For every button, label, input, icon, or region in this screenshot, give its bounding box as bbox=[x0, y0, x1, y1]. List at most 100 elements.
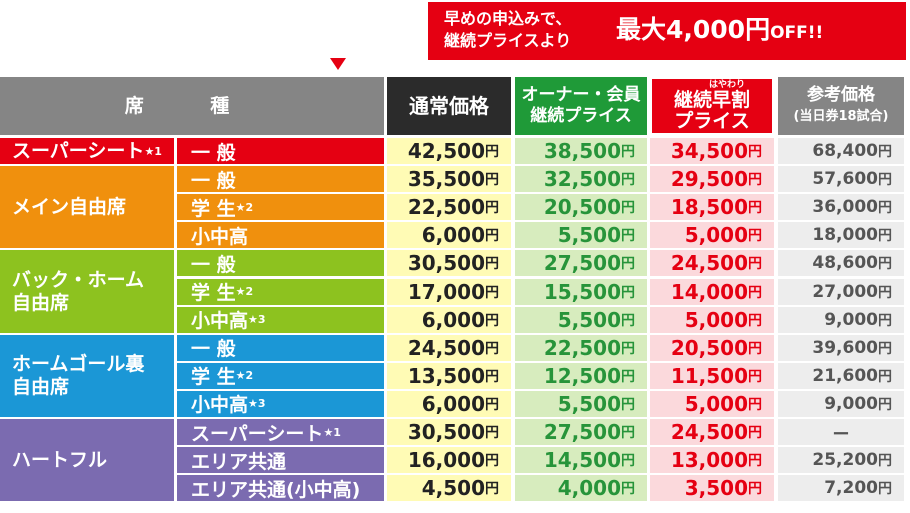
seat-subtype: 一 般 bbox=[177, 166, 384, 193]
price-value: ー bbox=[832, 424, 850, 445]
yen-unit: 円 bbox=[878, 481, 892, 498]
yen-unit: 円 bbox=[621, 256, 635, 273]
promo-banner-pointer bbox=[330, 58, 346, 70]
yen-unit: 円 bbox=[748, 340, 762, 357]
promo-banner-text: 早めの申込みで、 継続プライスより bbox=[444, 8, 571, 52]
price-early: 3,500 円 bbox=[650, 475, 774, 502]
seat-subtype: 一 般 bbox=[177, 334, 384, 361]
price-value: 36,000 bbox=[812, 197, 878, 218]
price-member: 27,500 円 bbox=[515, 250, 647, 277]
price-value: 17,000 bbox=[407, 279, 485, 304]
price-value: 27,500 bbox=[543, 251, 621, 276]
price-reference: 25,200 円 bbox=[778, 447, 904, 474]
price-value: 11,500 bbox=[670, 363, 748, 388]
note-mark: ★3 bbox=[248, 313, 266, 327]
seat-subtype-label: エリア共通 bbox=[191, 450, 287, 473]
price-reference: 68,400 円 bbox=[778, 138, 904, 165]
price-value: 30,500 bbox=[407, 420, 485, 445]
price-regular: 30,500 円 bbox=[387, 250, 511, 277]
header-seat-type: 席 種 bbox=[0, 77, 384, 135]
yen-unit: 円 bbox=[748, 284, 762, 301]
price-reference: ー bbox=[778, 419, 904, 446]
yen-unit: 円 bbox=[748, 453, 762, 470]
header-regular-price: 通常価格 bbox=[387, 77, 511, 135]
price-early: 29,500 円 bbox=[650, 166, 774, 193]
yen-unit: 円 bbox=[485, 481, 499, 498]
yen-unit: 円 bbox=[878, 312, 892, 329]
header-reference-line-2: (当日券18試合) bbox=[793, 109, 889, 124]
price-value: 27,000 bbox=[812, 281, 878, 302]
yen-unit: 円 bbox=[485, 368, 499, 385]
yen-unit: 円 bbox=[878, 396, 892, 413]
header-early-line-2: プライス bbox=[674, 109, 750, 132]
seat-subtype: 学 生 ★2 bbox=[177, 362, 384, 389]
price-early: 11,500 円 bbox=[650, 362, 774, 389]
yen-unit: 円 bbox=[621, 425, 635, 442]
price-early: 18,500 円 bbox=[650, 194, 774, 221]
price-member: 20,500 円 bbox=[515, 194, 647, 221]
price-regular: 24,500 円 bbox=[387, 334, 511, 361]
yen-unit: 円 bbox=[485, 396, 499, 413]
yen-unit: 円 bbox=[621, 200, 635, 217]
seat-group-2: メイン自由席 bbox=[0, 166, 174, 249]
price-value: 24,500 bbox=[407, 335, 485, 360]
price-value: 30,500 bbox=[407, 251, 485, 276]
price-regular: 42,500 円 bbox=[387, 138, 511, 165]
yen-unit: 円 bbox=[878, 172, 892, 189]
price-member: 38,500 円 bbox=[515, 138, 647, 165]
price-member: 32,500 円 bbox=[515, 166, 647, 193]
price-reference: 18,000 円 bbox=[778, 222, 904, 249]
yen-unit: 円 bbox=[621, 284, 635, 301]
seat-subtype: 一 般 bbox=[177, 138, 384, 165]
note-mark: ★3 bbox=[248, 397, 266, 411]
price-early: 5,000 円 bbox=[650, 222, 774, 249]
seat-subtype: エリア共通 bbox=[177, 447, 384, 474]
header-member-price: オーナー・会員 継続プライス bbox=[515, 77, 647, 135]
header-reference-line-1: 参考価格 bbox=[807, 85, 875, 105]
price-value: 5,000 bbox=[684, 307, 748, 332]
note-mark: ★1 bbox=[144, 144, 162, 158]
yen-unit: 円 bbox=[621, 312, 635, 329]
promo-banner: 早めの申込みで、 継続プライスより 最大4,000円OFF!! bbox=[428, 2, 906, 60]
price-reference: 9,000 円 bbox=[778, 390, 904, 417]
price-value: 25,200 bbox=[812, 450, 878, 471]
price-member: 5,500 円 bbox=[515, 390, 647, 417]
price-value: 39,600 bbox=[812, 337, 878, 358]
price-regular: 17,000 円 bbox=[387, 278, 511, 305]
yen-unit: 円 bbox=[485, 340, 499, 357]
header-early-ruby: はやわり bbox=[708, 79, 745, 90]
price-value: 7,200 bbox=[824, 478, 878, 499]
yen-unit: 円 bbox=[621, 453, 635, 470]
seat-subtype: 学 生 ★2 bbox=[177, 194, 384, 221]
price-member: 5,500 円 bbox=[515, 306, 647, 333]
seat-group-4: ホームゴール裏 自由席 bbox=[0, 334, 174, 417]
price-value: 14,500 bbox=[543, 448, 621, 473]
price-value: 20,500 bbox=[543, 195, 621, 220]
yen-unit: 円 bbox=[748, 396, 762, 413]
seat-subtype-label: スーパーシート bbox=[191, 422, 324, 445]
price-regular: 6,000 円 bbox=[387, 390, 511, 417]
yen-unit: 円 bbox=[748, 312, 762, 329]
promo-discount-off: OFF!! bbox=[770, 23, 824, 43]
yen-unit: 円 bbox=[878, 340, 892, 357]
seat-subtype: 小中高 bbox=[177, 222, 384, 249]
price-value: 29,500 bbox=[670, 167, 748, 192]
price-member: 27,500 円 bbox=[515, 419, 647, 446]
price-reference: 57,600 円 bbox=[778, 166, 904, 193]
seat-subtype-label: 一 般 bbox=[191, 338, 236, 361]
price-value: 57,600 bbox=[812, 169, 878, 190]
seat-group-label: メイン自由席 bbox=[12, 195, 127, 218]
price-value: 9,000 bbox=[824, 393, 878, 414]
promo-line-2: 継続プライスより bbox=[444, 31, 572, 50]
promo-discount: 最大4,000円OFF!! bbox=[616, 14, 823, 49]
yen-unit: 円 bbox=[621, 396, 635, 413]
price-value: 68,400 bbox=[812, 141, 878, 162]
price-member: 4,000 円 bbox=[515, 475, 647, 502]
price-member: 22,500 円 bbox=[515, 334, 647, 361]
price-regular: 6,000 円 bbox=[387, 222, 511, 249]
price-early: 5,000 円 bbox=[650, 390, 774, 417]
price-value: 5,500 bbox=[557, 391, 621, 416]
price-early: 24,500 円 bbox=[650, 419, 774, 446]
seat-subtype-label: 学 生 bbox=[191, 366, 236, 389]
price-member: 5,500 円 bbox=[515, 222, 647, 249]
